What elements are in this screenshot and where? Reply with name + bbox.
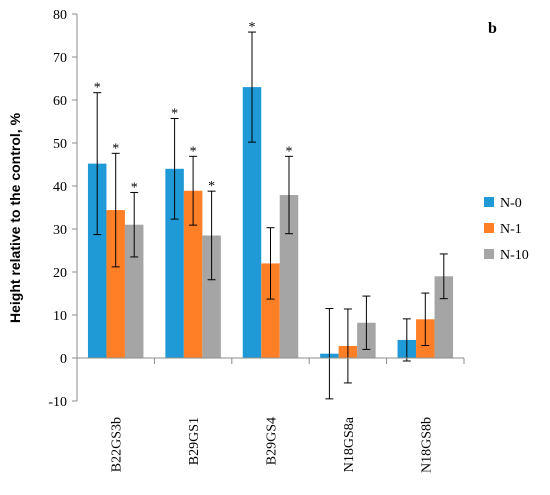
bar-n-1 (261, 263, 280, 358)
bar-n-1 (183, 190, 203, 358)
y-tick-label: -10 (48, 395, 67, 410)
bars-group (87, 87, 454, 358)
y-tick-label: 0 (60, 352, 67, 367)
axes (76, 14, 464, 401)
legend: N-0 N-1 N-10 (484, 196, 529, 263)
significance-markers: * * * * * * * * (94, 20, 293, 195)
legend-label: N-1 (500, 222, 522, 237)
y-tick-label: 70 (53, 51, 67, 66)
legend-label: N-0 (500, 196, 522, 211)
x-tick-label: B22GS3b (110, 417, 125, 472)
y-tick-label: 20 (53, 266, 67, 281)
y-tick-label: 30 (53, 223, 67, 238)
legend-swatch (484, 197, 494, 207)
x-axis-ticks: B22GS3b B29GS1 B29GS4 N18GS8a N18GS8b (76, 358, 465, 473)
x-tick-label: B29GS4 (265, 417, 280, 465)
significance-star: * (190, 144, 197, 159)
bar-n-0 (87, 163, 107, 358)
legend-label: N-10 (500, 248, 529, 263)
panel-label: b (488, 20, 497, 37)
bar-n-0 (165, 168, 184, 358)
y-tick-label: 60 (53, 94, 67, 109)
significance-star: * (112, 141, 119, 156)
bar-n-10 (434, 276, 454, 358)
y-tick-label: 80 (53, 8, 67, 23)
x-tick-label: N18GS8b (419, 417, 434, 473)
x-tick-label: B29GS1 (187, 417, 202, 465)
error-bars-group (93, 31, 448, 400)
bar-n-10 (279, 195, 299, 358)
bar-n-10 (124, 224, 144, 358)
bar-n-0 (242, 87, 262, 358)
y-axis-label: Height relative to the control, % (7, 112, 23, 323)
y-tick-label: 40 (53, 180, 67, 195)
significance-star: * (171, 106, 178, 121)
legend-swatch (484, 249, 494, 259)
significance-star: * (94, 81, 101, 96)
x-tick-label: N18GS8a (342, 416, 357, 472)
bar-n-1 (106, 210, 125, 358)
significance-star: * (249, 20, 256, 35)
significance-star: * (286, 144, 293, 159)
significance-star: * (208, 179, 215, 194)
legend-swatch (484, 223, 494, 233)
significance-star: * (131, 180, 138, 195)
y-axis-ticks: -10 0 10 20 30 40 50 60 70 80 (48, 8, 77, 410)
y-tick-label: 50 (53, 137, 67, 152)
y-tick-label: 10 (53, 309, 67, 324)
bar-n-10 (202, 235, 221, 358)
